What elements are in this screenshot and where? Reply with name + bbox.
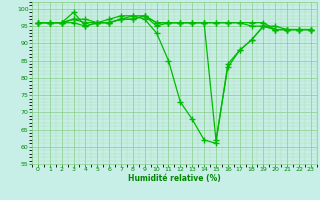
X-axis label: Humidité relative (%): Humidité relative (%) [128, 174, 221, 183]
